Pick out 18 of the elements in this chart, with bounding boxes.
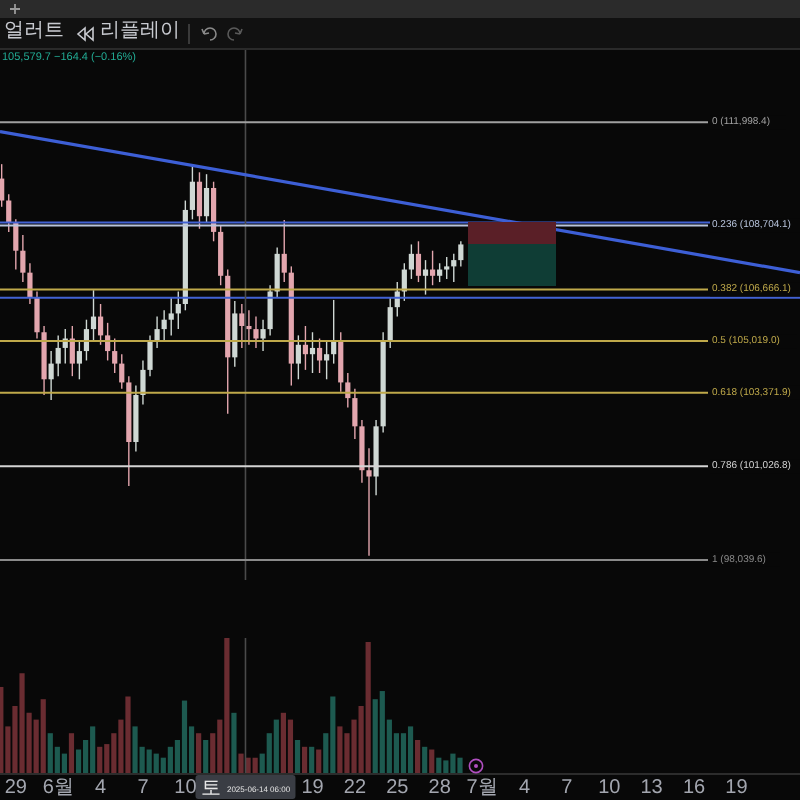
x-tick-label: 19 xyxy=(301,777,325,799)
x-tick-label: 13 xyxy=(640,777,664,799)
x-tick-label: 29 xyxy=(4,777,28,799)
x-tick-label: 7 xyxy=(561,777,574,799)
x-tick-label: 28 xyxy=(428,777,452,799)
x-tick-label: 22 xyxy=(343,777,367,799)
x-tick-label: 25 xyxy=(386,777,410,799)
x-tick-label: 7 xyxy=(137,777,150,799)
x-tick-label: 16 xyxy=(682,777,707,799)
x-tick-label: 10 xyxy=(174,777,198,799)
x-tick-label: 10 xyxy=(598,777,622,799)
text: 얼러트 xyxy=(4,20,64,44)
text: 리플레이 xyxy=(100,20,180,44)
x-tick-label: 7월 xyxy=(466,777,498,799)
x-tick-label: 4 xyxy=(518,777,531,799)
x-tick-label: 6월 xyxy=(42,777,74,799)
x-tick-label: 4 xyxy=(95,777,108,799)
x-tick-label: 19 xyxy=(725,777,749,799)
